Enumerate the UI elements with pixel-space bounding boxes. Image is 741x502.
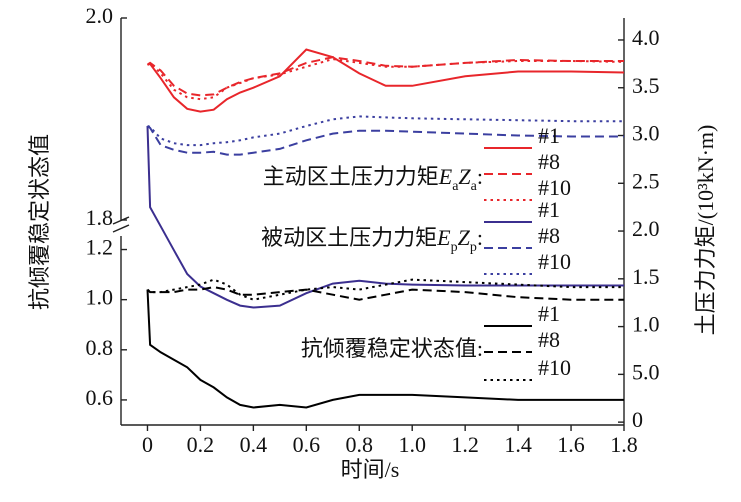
y2-tick-label: 5.0 bbox=[632, 359, 660, 384]
axes-frame bbox=[112, 18, 625, 426]
x-tick-label: 0.4 bbox=[240, 432, 268, 457]
y-tick-label: 1.8 bbox=[86, 205, 114, 230]
legend-label-part: : bbox=[477, 164, 483, 189]
series-line bbox=[146, 58, 625, 101]
x-axis-title: 时间/s bbox=[341, 457, 400, 482]
legend-label-part: E bbox=[436, 225, 451, 250]
legend-label: #1 bbox=[538, 123, 560, 148]
legend-label: #10 bbox=[538, 355, 571, 380]
y-axis-title: 抗倾覆稳定状态值 bbox=[27, 134, 52, 310]
series-line bbox=[147, 115, 624, 147]
x-tick-label: 1.4 bbox=[504, 432, 532, 457]
y-tick-label: 0.8 bbox=[86, 335, 114, 360]
legend-label: #1 bbox=[538, 301, 560, 326]
y2-tick-label: 3.0 bbox=[632, 121, 660, 146]
y2-tick-label: 2.5 bbox=[632, 168, 660, 193]
y2-tick-label: 0 bbox=[632, 407, 643, 432]
y2-tick-label: 2.0 bbox=[632, 216, 660, 241]
legend-label: #8 bbox=[538, 149, 560, 174]
legend-label-part: 抗倾覆稳定状态值: bbox=[301, 336, 483, 361]
series-line bbox=[146, 278, 624, 301]
legend-label: #8 bbox=[538, 327, 560, 352]
x-tick-label: 1.0 bbox=[398, 432, 426, 457]
y2-tick-label: 4.0 bbox=[632, 25, 660, 50]
legend-label-part: a bbox=[452, 179, 459, 194]
legend-label-part: Z bbox=[458, 225, 471, 250]
x-tick-label: 1.6 bbox=[557, 432, 585, 457]
legend-label-part: p bbox=[451, 240, 458, 255]
x-tick-label: 1.2 bbox=[451, 432, 479, 457]
legend-label-part: 主动区土压力力矩 bbox=[263, 164, 439, 189]
legend-label: #10 bbox=[538, 249, 571, 274]
y-tick-label: 2.0 bbox=[86, 3, 114, 28]
x-tick-label: 1.8 bbox=[610, 432, 638, 457]
legend-label: #1 bbox=[538, 197, 560, 222]
series-line bbox=[146, 125, 624, 156]
y-tick-label: 0.6 bbox=[86, 385, 114, 410]
legend-group-label: 主动区土压力力矩EaZa: bbox=[263, 164, 483, 194]
legend-group-label: 被动区土压力力矩EpZp: bbox=[261, 225, 483, 255]
y2-tick-label: 1.5 bbox=[632, 264, 660, 289]
legend-label-part: Z bbox=[458, 164, 471, 189]
y2-tick-label: 1.0 bbox=[632, 312, 660, 337]
legend-label: #10 bbox=[538, 175, 571, 200]
legend-group-label: 抗倾覆稳定状态值: bbox=[301, 336, 483, 361]
series-line bbox=[147, 48, 625, 113]
legend-label: #8 bbox=[538, 223, 560, 248]
series-line bbox=[146, 286, 624, 301]
legend-label-part: E bbox=[438, 164, 453, 189]
series-line bbox=[146, 289, 624, 409]
axis-break bbox=[112, 224, 130, 233]
x-tick-label: 0.8 bbox=[346, 432, 374, 457]
y-tick-label: 1.0 bbox=[86, 285, 114, 310]
series-line bbox=[146, 125, 624, 309]
x-tick-label: 0.2 bbox=[187, 432, 215, 457]
x-tick-label: 0 bbox=[142, 432, 153, 457]
legend-label-part: : bbox=[477, 225, 483, 250]
x-tick-label: 0.6 bbox=[293, 432, 321, 457]
y2-axis-title: 土压力力矩/(10³kN·m) bbox=[693, 125, 718, 336]
legend-label-part: a bbox=[471, 179, 478, 194]
legend-label-part: p bbox=[470, 240, 477, 255]
y2-tick-label: 3.5 bbox=[632, 73, 660, 98]
y-tick-label: 1.2 bbox=[86, 235, 114, 260]
legend-label-part: 被动区土压力力矩 bbox=[261, 225, 437, 250]
